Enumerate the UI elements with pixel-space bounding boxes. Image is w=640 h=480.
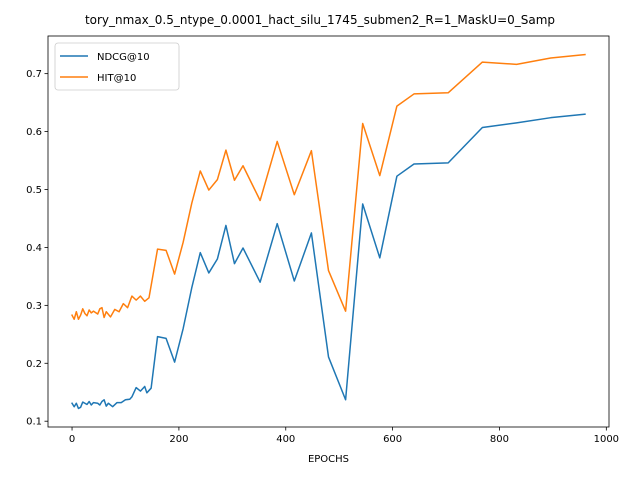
axes-layer: 0 200 400 600 800 1000 0.1 0.2 0.3 0.4 0.5 0.6 0.7 <box>26 35 619 445</box>
legend-box <box>54 42 180 91</box>
plot-area <box>48 36 609 427</box>
x-tick-label: 600 <box>383 434 402 445</box>
y-tick-label: 0.2 <box>26 359 42 370</box>
chart-title: tory_nmax_0.5_ntype_0.0001_hact_silu_174… <box>85 13 555 27</box>
series-layer <box>71 53 586 410</box>
y-tick-label: 0.4 <box>26 243 42 254</box>
series-line-ndcg <box>71 113 586 410</box>
y-tick-label: 0.5 <box>26 185 42 196</box>
y-tick-label: 0.7 <box>26 69 42 80</box>
x-tick-label: 0 <box>69 434 75 445</box>
x-tick-label: 800 <box>490 434 509 445</box>
y-tick-label: 0.3 <box>26 301 42 312</box>
x-tick-label: 1000 <box>594 434 619 445</box>
plot-background <box>48 36 609 427</box>
x-axis-label: EPOCHS <box>308 454 349 465</box>
legend: NDCG@10 HIT@10 <box>54 42 180 91</box>
x-tick-label: 200 <box>169 434 188 445</box>
legend-label: NDCG@10 <box>97 52 150 63</box>
series-line-hit <box>71 53 586 321</box>
x-tick-label: 400 <box>276 434 295 445</box>
legend-label: HIT@10 <box>97 73 136 84</box>
y-tick-label: 0.1 <box>26 417 42 428</box>
axes-frame <box>47 35 610 428</box>
y-tick-label: 0.6 <box>26 127 42 138</box>
